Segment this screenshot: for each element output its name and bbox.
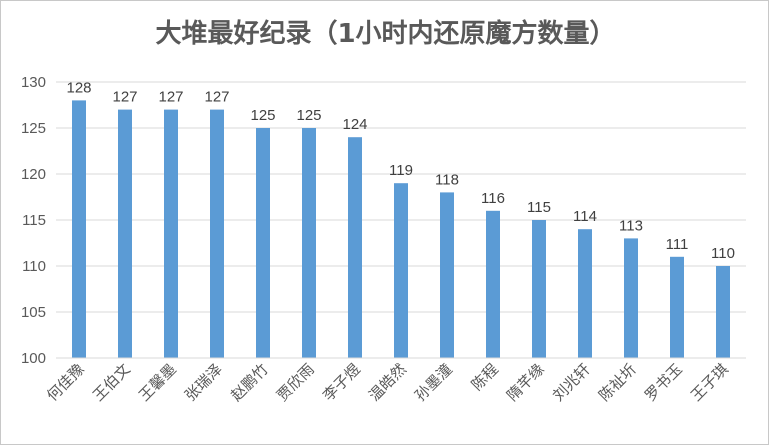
bar	[348, 137, 362, 358]
category-label: 赵鹏竹	[227, 360, 272, 405]
category-label: 隋芊缘	[503, 360, 548, 405]
category-label: 罗书玉	[641, 360, 686, 405]
y-tick-label: 125	[21, 120, 46, 137]
bar	[164, 109, 178, 358]
bar	[624, 238, 638, 358]
data-label: 118	[435, 171, 459, 188]
bar	[578, 229, 592, 358]
y-tick-label: 105	[21, 304, 46, 321]
bars	[72, 100, 730, 359]
y-tick-label: 115	[22, 212, 46, 229]
bar	[72, 100, 86, 359]
category-label: 何佳豫	[43, 360, 88, 405]
category-label: 刘兆轩	[549, 360, 594, 405]
bar	[302, 128, 316, 358]
bar	[486, 210, 500, 358]
category-label: 贾欣雨	[273, 360, 318, 405]
data-label: 116	[481, 190, 505, 207]
data-label: 125	[250, 107, 275, 124]
y-axis: 100 105 110 115 120 125 130	[21, 74, 46, 367]
bar	[532, 220, 546, 358]
data-label: 127	[112, 89, 137, 106]
x-axis: 何佳豫 王伯文 王馨墨 张瑞泽 赵鹏竹 贾欣雨 李子煜 温皓然 孙墨潼 陈程 隋芊缘 刘兆轩 陈祉圻 罗书…	[43, 357, 746, 405]
data-label: 111	[666, 236, 689, 253]
category-label: 陈程	[468, 360, 502, 394]
category-label: 李子煜	[319, 360, 364, 405]
data-label: 113	[619, 217, 643, 234]
bar	[394, 183, 408, 358]
y-tick-label: 100	[21, 350, 46, 367]
data-label: 119	[389, 162, 413, 179]
data-label: 125	[296, 107, 321, 124]
data-label: 127	[204, 89, 229, 106]
chart-title: 大堆最好纪录（1小时内还原魔方数量）	[155, 19, 616, 49]
data-label: 110	[711, 245, 735, 262]
category-label: 张瑞泽	[181, 360, 226, 405]
category-label: 孙墨潼	[411, 360, 456, 405]
bar	[440, 192, 454, 358]
category-label: 王馨墨	[135, 360, 180, 405]
bar	[716, 266, 730, 358]
data-label: 114	[573, 208, 597, 225]
category-label: 王子琪	[687, 360, 732, 405]
data-label: 128	[66, 79, 91, 96]
y-tick-label: 110	[22, 258, 46, 275]
category-label: 王伯文	[89, 360, 134, 405]
bar	[118, 109, 132, 358]
bar	[210, 109, 224, 358]
data-label: 124	[342, 116, 367, 133]
category-label: 陈祉圻	[595, 360, 640, 405]
category-label: 温皓然	[365, 360, 410, 405]
y-tick-label: 120	[21, 166, 46, 183]
bar	[670, 256, 684, 358]
data-label: 127	[158, 89, 183, 106]
y-tick-label: 130	[21, 74, 46, 91]
data-label: 115	[527, 199, 551, 216]
data-labels: 128 127 127 127 125 125 124 119 118 116 115 114 113 1…	[66, 79, 734, 262]
bar	[256, 128, 270, 358]
